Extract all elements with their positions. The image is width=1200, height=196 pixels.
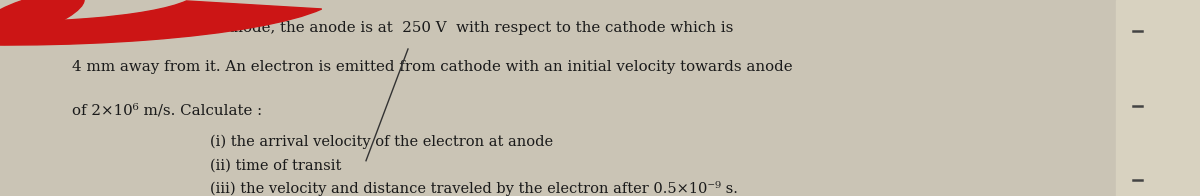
Text: of 2×10⁶ m/s. Calculate :: of 2×10⁶ m/s. Calculate : xyxy=(72,104,262,118)
Bar xyxy=(1116,0,1200,196)
Text: (iii) the velocity and distance traveled by the electron after 0.5×10⁻⁹ s.: (iii) the velocity and distance traveled… xyxy=(210,181,738,196)
Text: (i) the arrival velocity of the electron at anode: (i) the arrival velocity of the electron… xyxy=(210,135,553,149)
Text: : In   parallel-plate diode, the anode is at  250 V  with respect to the cathode: : In parallel-plate diode, the anode is … xyxy=(72,21,733,35)
Wedge shape xyxy=(0,1,322,45)
Text: 4 mm away from it. An electron is emitted from cathode with an initial velocity : 4 mm away from it. An electron is emitte… xyxy=(72,61,793,74)
Ellipse shape xyxy=(0,0,84,39)
Text: (ii) time of transit: (ii) time of transit xyxy=(210,159,341,172)
